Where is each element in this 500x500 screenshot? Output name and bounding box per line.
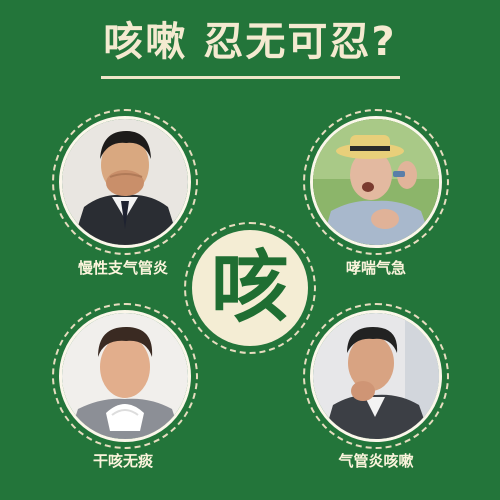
photo-ring-top-right bbox=[303, 109, 449, 255]
photo-illustration bbox=[313, 313, 439, 439]
photo-illustration bbox=[62, 313, 188, 439]
photo-young-man-tissue bbox=[59, 310, 191, 442]
caption-dry-cough: 干咳无痰 bbox=[92, 452, 153, 470]
photo-illustration bbox=[62, 119, 188, 245]
caption-chronic-bronchitis: 慢性支气管炎 bbox=[77, 259, 168, 277]
center-cough-character: 咳 bbox=[210, 243, 289, 333]
photo-ring-bottom-right bbox=[303, 303, 449, 449]
caption-asthma: 哮喘气急 bbox=[345, 259, 406, 277]
center-ring bbox=[184, 222, 316, 354]
title-underline bbox=[101, 76, 400, 79]
page-title: 咳嗽 忍无可忍? bbox=[103, 19, 397, 65]
photo-elderly-man-asthma bbox=[310, 116, 442, 248]
caption-tracheitis-cough: 气管炎咳嗽 bbox=[338, 452, 414, 470]
photo-ring-bottom-left bbox=[52, 303, 198, 449]
photo-ring-top-left bbox=[52, 109, 198, 255]
photo-man-coughing-fist bbox=[310, 310, 442, 442]
photo-man-covering-mouth bbox=[59, 116, 191, 248]
photo-illustration bbox=[313, 119, 439, 245]
center-disc bbox=[192, 230, 308, 346]
